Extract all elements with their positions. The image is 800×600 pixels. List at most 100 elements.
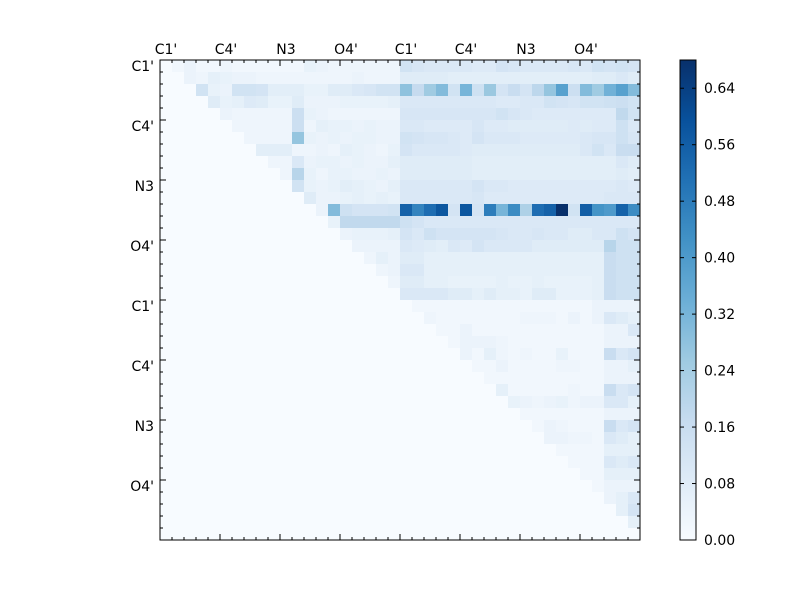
heatmap-cell	[304, 84, 316, 96]
heatmap-cell	[244, 84, 256, 96]
heatmap-cell	[328, 156, 340, 168]
heatmap-cell	[268, 96, 280, 108]
heatmap-cell	[376, 228, 388, 240]
heatmap-cell	[448, 132, 460, 144]
heatmap-cell	[340, 60, 352, 72]
heatmap-cell	[520, 312, 532, 324]
heatmap-cell	[376, 240, 388, 252]
heatmap-cell	[556, 228, 568, 240]
heatmap-cell	[616, 504, 628, 516]
heatmap-cell	[388, 120, 400, 132]
heatmap-cell	[508, 144, 520, 156]
heatmap-cell	[628, 324, 640, 336]
heatmap-cell	[592, 216, 604, 228]
heatmap-cell	[544, 420, 556, 432]
heatmap-cell	[568, 108, 580, 120]
heatmap-cell	[520, 408, 532, 420]
heatmap-cell	[460, 324, 472, 336]
heatmap-cell	[460, 336, 472, 348]
heatmap-cell	[460, 96, 472, 108]
heatmap-cell	[568, 264, 580, 276]
heatmap-cell	[544, 156, 556, 168]
heatmap-cell	[556, 240, 568, 252]
heatmap-cell	[616, 480, 628, 492]
heatmap-cell	[556, 300, 568, 312]
heatmap-cell	[424, 120, 436, 132]
heatmap-cell	[532, 108, 544, 120]
heatmap-cell	[376, 144, 388, 156]
heatmap-cell	[484, 228, 496, 240]
heatmap-cells	[172, 60, 640, 528]
heatmap-cell	[592, 132, 604, 144]
heatmap-cell	[496, 72, 508, 84]
heatmap-cell	[316, 156, 328, 168]
heatmap-cell	[268, 144, 280, 156]
heatmap-cell	[496, 216, 508, 228]
heatmap-cell	[280, 156, 292, 168]
heatmap-cell	[532, 300, 544, 312]
heatmap-cell	[508, 264, 520, 276]
heatmap-cell	[424, 168, 436, 180]
heatmap-cell	[328, 72, 340, 84]
heatmap-cell	[400, 252, 412, 264]
heatmap-cell	[544, 408, 556, 420]
heatmap-cell	[412, 192, 424, 204]
heatmap-cell	[232, 96, 244, 108]
heatmap-cell	[556, 432, 568, 444]
heatmap-cell	[604, 312, 616, 324]
heatmap-cell	[592, 420, 604, 432]
heatmap-cell	[400, 156, 412, 168]
heatmap-cell	[472, 252, 484, 264]
heatmap-cell	[592, 168, 604, 180]
heatmap-cell	[568, 432, 580, 444]
heatmap-cell	[580, 84, 592, 96]
heatmap-cell	[316, 168, 328, 180]
heatmap-cell	[568, 384, 580, 396]
heatmap-cell	[592, 384, 604, 396]
heatmap-cell	[424, 60, 436, 72]
heatmap-cell	[292, 144, 304, 156]
heatmap-cell	[616, 468, 628, 480]
heatmap-cell	[388, 108, 400, 120]
heatmap-cell	[412, 300, 424, 312]
heatmap-cell	[484, 276, 496, 288]
heatmap-cell	[436, 288, 448, 300]
heatmap-cell	[568, 312, 580, 324]
heatmap-cell	[604, 324, 616, 336]
heatmap-cell	[556, 168, 568, 180]
heatmap-cell	[496, 264, 508, 276]
heatmap-cell	[328, 120, 340, 132]
heatmap-cell	[580, 360, 592, 372]
heatmap-cell	[544, 252, 556, 264]
heatmap-cell	[400, 60, 412, 72]
heatmap-cell	[556, 204, 568, 216]
heatmap-cell	[328, 180, 340, 192]
heatmap-cell	[556, 120, 568, 132]
heatmap-cell	[460, 276, 472, 288]
x-tick-label: C4'	[215, 42, 238, 58]
heatmap-cell	[268, 156, 280, 168]
heatmap-cell	[472, 60, 484, 72]
heatmap-cell	[436, 180, 448, 192]
heatmap-cell	[592, 60, 604, 72]
heatmap-cell	[292, 96, 304, 108]
heatmap-cell	[388, 252, 400, 264]
heatmap-cell	[472, 108, 484, 120]
heatmap-cell	[544, 108, 556, 120]
heatmap-cell	[364, 240, 376, 252]
heatmap-cell	[568, 336, 580, 348]
heatmap-cell	[604, 408, 616, 420]
heatmap-cell	[232, 72, 244, 84]
heatmap-cell	[424, 108, 436, 120]
heatmap-cell	[376, 204, 388, 216]
heatmap-cell	[628, 468, 640, 480]
heatmap-cell	[508, 252, 520, 264]
heatmap-cell	[340, 96, 352, 108]
heatmap-cell	[412, 252, 424, 264]
heatmap-cell	[568, 96, 580, 108]
heatmap-cell	[400, 96, 412, 108]
heatmap-cell	[448, 72, 460, 84]
heatmap-cell	[616, 324, 628, 336]
heatmap-cell	[436, 300, 448, 312]
heatmap-cell	[256, 108, 268, 120]
